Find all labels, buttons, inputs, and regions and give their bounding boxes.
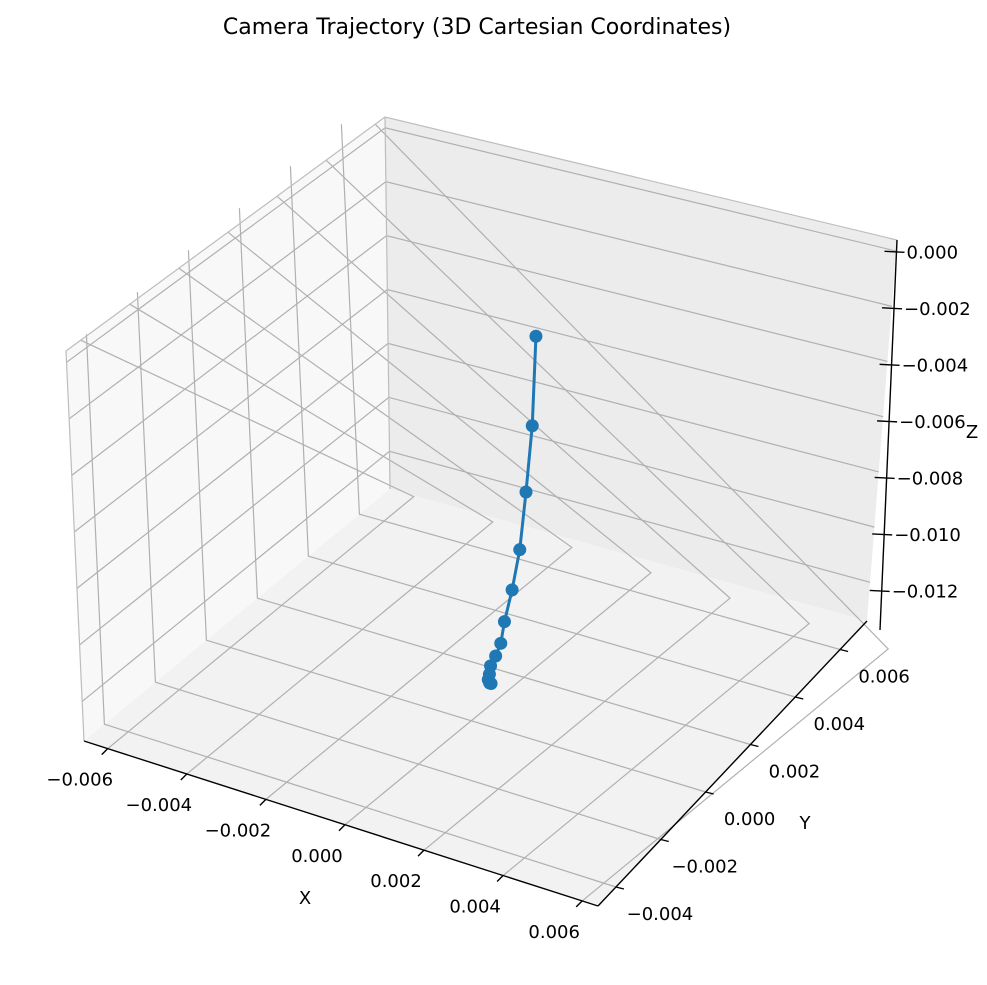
trajectory-point-4: [513, 543, 527, 557]
y-tick-mark: [839, 648, 849, 653]
x-grid-line: [80, 339, 415, 750]
x-tick-mark: [180, 773, 188, 781]
x-tick-mark: [417, 849, 425, 857]
z-tick-label: −0.004: [902, 355, 969, 376]
z-tick-mark: [869, 589, 890, 593]
z-tick-label: −0.002: [904, 299, 971, 320]
z-axis-line: [879, 239, 898, 631]
y-tick-label: 0.000: [724, 809, 776, 830]
z-tick-label: 0.000: [907, 242, 959, 263]
x-tick-label: −0.006: [46, 770, 113, 791]
y-tick-mark: [615, 886, 625, 890]
y-grid-line: [340, 124, 841, 651]
x-grid-line: [276, 195, 731, 851]
x-tick-label: 0.004: [449, 897, 501, 918]
z-axis-label: Z: [966, 422, 978, 443]
z-tick-mark: [872, 533, 893, 536]
x-tick-mark: [496, 875, 504, 883]
y-grid-line: [85, 334, 617, 888]
y-tick-mark: [795, 696, 804, 700]
y-grid-line: [136, 292, 661, 841]
trajectory-point-6: [497, 615, 511, 629]
trajectory-point-2: [525, 419, 539, 433]
trajectory-point-7: [494, 636, 508, 650]
y-tick-mark: [660, 838, 669, 843]
z-tick-mark: [877, 420, 898, 423]
y-tick-mark: [705, 791, 714, 795]
pane-floor: [84, 489, 867, 906]
y-tick-label: −0.002: [671, 857, 738, 878]
y-grid-line: [187, 250, 706, 793]
trajectory-point-1: [529, 329, 543, 343]
z-tick-label: −0.008: [897, 468, 964, 489]
pane-back-right: [385, 117, 897, 621]
chart-title: Camera Trajectory (3D Cartesian Coordina…: [223, 15, 731, 40]
trajectory-point-8: [489, 649, 503, 663]
z-ticks: 0.000 −0.002 −0.004 −0.006 −0.008 −0.010 −0.01…: [869, 242, 971, 602]
y-tick-label: −0.004: [627, 904, 694, 925]
z-tick-mark: [879, 363, 900, 367]
x-grid-line: [129, 303, 494, 775]
x-ticks: −0.006 −0.004 −0.002 0.000 0.002 0.004 0.006: [46, 748, 583, 943]
x-grid-line: [178, 267, 573, 800]
y-tick-label: 0.004: [814, 714, 866, 735]
z-tick-label: −0.010: [894, 525, 961, 546]
x-grid-line: [374, 123, 890, 902]
z-tick-label: −0.012: [892, 581, 959, 602]
trajectory-point-13: [484, 677, 498, 691]
x-grid-line: [227, 231, 652, 826]
x-tick-mark: [101, 748, 109, 756]
x-tick-mark: [259, 798, 267, 806]
x-tick-label: −0.002: [205, 820, 272, 841]
x-axis-label: X: [299, 888, 311, 909]
z-tick-label: −0.006: [899, 412, 966, 433]
trajectory-point-5: [505, 583, 519, 597]
x-tick-label: 0.000: [291, 846, 343, 867]
pane-edges: [65, 116, 898, 742]
y-grid-line: [238, 208, 751, 746]
x-tick-label: 0.002: [370, 871, 422, 892]
y-axis-line: [597, 620, 868, 907]
y-grid-line: [289, 166, 796, 698]
z-tick-mark: [884, 250, 905, 254]
pane-edge-left: [65, 350, 85, 742]
y-axis-label: Y: [799, 813, 812, 834]
y-tick-label: 0.006: [858, 667, 910, 688]
x-tick-label: 0.006: [528, 922, 580, 943]
y-ticks: −0.004 −0.002 0.000 0.002 0.004 0.006: [615, 648, 910, 925]
y-tick-label: 0.002: [769, 762, 821, 783]
pane-back-left: [66, 117, 390, 741]
x-tick-mark: [338, 824, 346, 832]
trajectory-point-3: [519, 485, 533, 499]
x-tick-label: −0.004: [125, 795, 192, 816]
y-tick-mark: [750, 743, 759, 748]
z-tick-mark: [882, 307, 903, 310]
x-tick-mark: [575, 900, 583, 908]
axes-panes: [66, 117, 897, 906]
trajectory-series: [481, 329, 543, 691]
z-tick-mark: [874, 476, 895, 480]
pane-edge-vertical: [384, 116, 391, 490]
x-axis-line: [83, 740, 599, 907]
